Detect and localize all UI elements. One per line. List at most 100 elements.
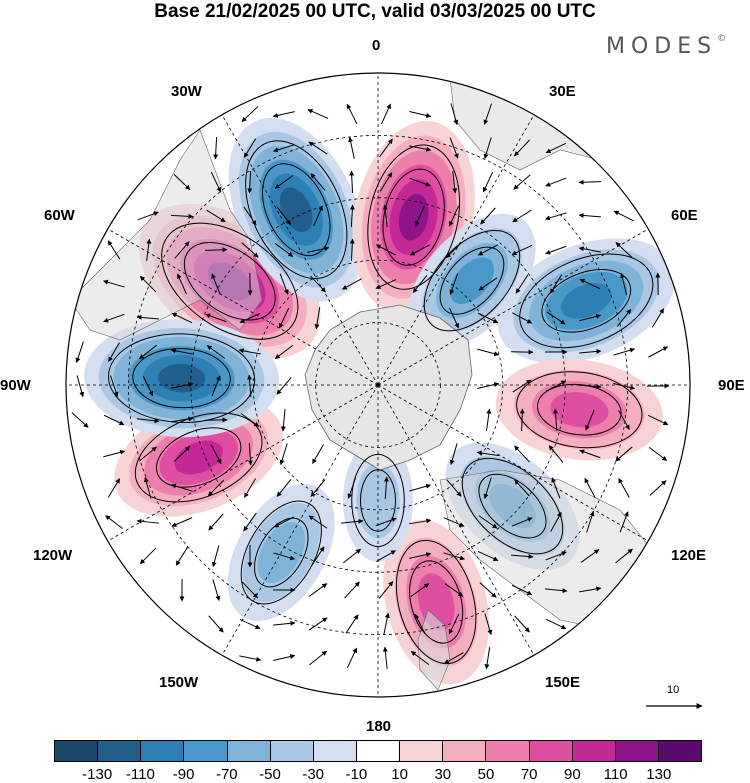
- lon-label-60e: 60E: [671, 207, 698, 224]
- wind-arrow: [348, 136, 355, 159]
- contour-line: [519, 253, 654, 349]
- wind-arrow: [142, 375, 154, 397]
- wind-arrow: [244, 478, 256, 498]
- wind-arrow: [512, 209, 532, 223]
- wind-arrow: [247, 374, 253, 398]
- wind-arrow: [75, 341, 84, 363]
- contour-line: [155, 427, 242, 488]
- wind-arrow: [410, 650, 430, 666]
- colorbar-swatch: [55, 741, 99, 761]
- wind-arrow: [213, 136, 219, 160]
- colorbar-swatch: [227, 741, 271, 761]
- wind-arrow: [171, 483, 193, 492]
- wind-vectors: [71, 103, 670, 670]
- wind-arrow: [378, 581, 394, 599]
- wind-arrow: [444, 583, 464, 597]
- wind-arrow: [514, 139, 530, 157]
- meridian-line: [377, 384, 649, 542]
- wind-arrow: [170, 348, 193, 355]
- wind-arrow: [308, 515, 328, 529]
- wind-arrow: [381, 103, 391, 125]
- wind-arrow: [146, 238, 152, 261]
- contour-line: [395, 539, 477, 665]
- contour-line: [516, 371, 643, 449]
- wind-arrow: [477, 550, 499, 562]
- wind-arrow: [410, 583, 430, 597]
- wind-arrow: [171, 312, 193, 324]
- wind-arrow: [341, 518, 364, 524]
- wind-arrow: [210, 444, 222, 465]
- map-title: Base 21/02/2025 00 UTC, valid 03/03/2025…: [154, 1, 596, 22]
- wind-arrow: [347, 477, 357, 499]
- modes-logo-text: MODES: [606, 34, 718, 59]
- wind-arrow: [585, 409, 595, 431]
- map-border: [65, 72, 691, 698]
- wind-arrow: [383, 612, 390, 635]
- colorbar-swatch: [400, 741, 444, 761]
- wind-arrow: [272, 111, 295, 118]
- south-america-land: [69, 129, 263, 341]
- wind-arrow: [545, 245, 567, 255]
- colorbar-tick-label: -90: [172, 766, 195, 783]
- wind-arrow: [480, 207, 496, 225]
- wind-arrow: [206, 209, 226, 223]
- wind-arrow: [477, 312, 499, 324]
- wind-arrow: [514, 615, 530, 633]
- wind-arrow: [511, 584, 533, 596]
- wind-arrow: [103, 449, 126, 458]
- wind-arrow: [409, 111, 432, 118]
- contour-line: [423, 229, 521, 332]
- colorbar-tick-label: -130: [82, 766, 113, 783]
- wind-arrow: [137, 211, 159, 221]
- wind-arrow: [545, 588, 568, 594]
- wind-arrow: [276, 377, 292, 395]
- wind-arrow: [239, 312, 261, 324]
- anomaly-level: [449, 257, 495, 304]
- wind-arrow: [346, 103, 358, 125]
- wind-arrow: [247, 170, 253, 194]
- wind-arrow: [478, 277, 498, 291]
- meridian-line: [107, 384, 379, 542]
- colorbar-tick-label: 50: [477, 766, 495, 783]
- wind-arrow: [545, 551, 567, 561]
- wind-arrow: [349, 238, 355, 262]
- lon-label-120e: 120E: [671, 547, 707, 564]
- wind-arrow: [343, 548, 362, 564]
- wind-arrow: [279, 443, 288, 465]
- wind-arrow: [211, 273, 221, 295]
- wind-arrow: [376, 550, 396, 562]
- wind-arrow: [273, 552, 296, 561]
- wind-arrow: [136, 518, 159, 524]
- contour-line: [351, 453, 405, 548]
- wind-arrow: [443, 517, 465, 527]
- reference-vector-label: 10: [667, 684, 680, 696]
- wind-arrow: [379, 172, 393, 192]
- wind-arrow: [482, 171, 494, 193]
- wind-arrow: [239, 655, 262, 662]
- wind-arrow: [210, 171, 222, 193]
- wind-arrow: [274, 175, 294, 189]
- wind-arrow: [448, 205, 460, 227]
- wind-arrow: [308, 141, 328, 155]
- contour-line: [107, 333, 256, 423]
- wind-arrow: [511, 517, 533, 527]
- contour-line: [439, 246, 505, 315]
- wind-arrow: [586, 511, 595, 533]
- anomaly-level: [560, 282, 612, 319]
- wind-arrow: [649, 480, 667, 496]
- wind-arrow: [409, 244, 430, 256]
- wind-arrow: [382, 204, 388, 227]
- wind-arrow: [242, 581, 258, 599]
- colorbar-swatch: [141, 741, 185, 761]
- wind-arrow: [619, 511, 629, 533]
- wind-arrow: [308, 583, 328, 597]
- wind-arrow: [137, 418, 160, 424]
- wind-arrow: [138, 344, 157, 360]
- wind-arrow: [247, 442, 253, 466]
- wind-arrow: [139, 547, 157, 565]
- colorbar-swatch: [184, 741, 228, 761]
- wind-arrow: [243, 138, 257, 158]
- colorbar-tick-label: 70: [520, 766, 538, 783]
- wind-arrow: [476, 450, 499, 457]
- anomaly-level: [398, 193, 429, 241]
